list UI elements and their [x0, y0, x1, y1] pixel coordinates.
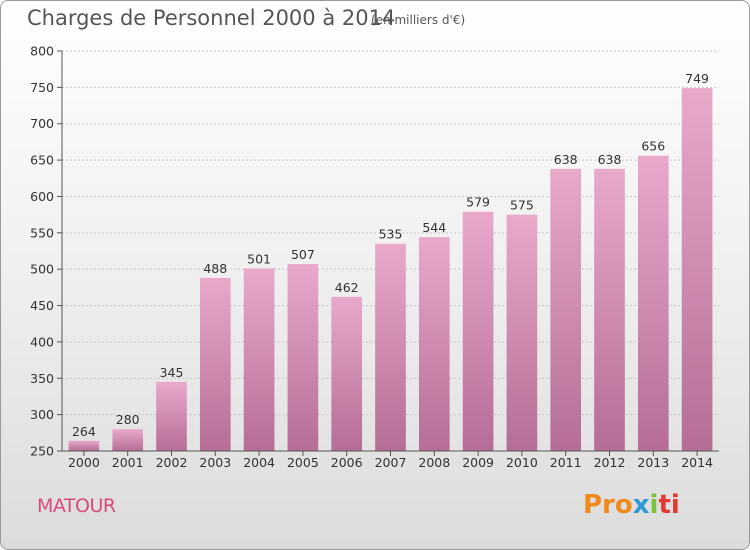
- bar: [594, 168, 625, 451]
- bar: [112, 429, 144, 451]
- data-label: 579: [466, 195, 490, 210]
- data-label: 575: [510, 198, 534, 213]
- proxiti-logo: Proxiti: [583, 490, 680, 520]
- bar: [156, 381, 187, 451]
- x-tick-label: 2014: [681, 455, 713, 470]
- x-tick-label: 2011: [550, 455, 582, 470]
- bar: [462, 211, 494, 451]
- data-label: 749: [685, 71, 709, 86]
- x-tick-label: 2009: [462, 455, 494, 470]
- y-tick-label: 300: [30, 407, 54, 422]
- data-label: 264: [72, 424, 96, 439]
- chart-subtitle: (en milliers d'€): [371, 13, 466, 27]
- y-tick-label: 250: [30, 444, 54, 459]
- x-tick-label: 2005: [287, 455, 319, 470]
- data-label: 280: [116, 412, 140, 427]
- data-label: 488: [203, 261, 227, 276]
- data-label: 638: [554, 152, 578, 167]
- data-label: 544: [422, 220, 446, 235]
- x-tick-label: 2000: [68, 455, 100, 470]
- logo-part: ti: [658, 490, 680, 520]
- logo-part: Pro: [583, 490, 633, 520]
- x-tick-label: 2006: [331, 455, 363, 470]
- data-label: 638: [598, 152, 622, 167]
- bar: [681, 88, 713, 451]
- x-tick-label: 2001: [112, 455, 144, 470]
- bar: [68, 440, 100, 451]
- commune-name: MATOUR: [37, 495, 116, 517]
- x-tick-label: 2013: [637, 455, 669, 470]
- chart-title: Charges de Personnel 2000 à 2014: [27, 6, 396, 30]
- data-label: 535: [379, 227, 403, 242]
- x-tick-label: 2007: [375, 455, 407, 470]
- y-tick-label: 700: [30, 116, 54, 131]
- y-tick-label: 400: [30, 334, 54, 349]
- data-label: 501: [247, 251, 271, 266]
- y-tick-label: 600: [30, 189, 54, 204]
- y-tick-label: 500: [30, 262, 54, 277]
- bar: [637, 155, 669, 451]
- x-tick-label: 2002: [156, 455, 188, 470]
- data-label: 345: [160, 365, 184, 380]
- x-tick-label: 2008: [418, 455, 450, 470]
- data-label: 462: [335, 280, 359, 295]
- y-tick-label: 650: [30, 153, 54, 168]
- bar: [506, 214, 538, 451]
- bar: [418, 237, 450, 451]
- bar: [550, 168, 582, 451]
- bar: [287, 264, 319, 451]
- bar: [331, 296, 363, 451]
- x-tick-label: 2003: [199, 455, 231, 470]
- y-tick-label: 750: [30, 80, 54, 95]
- y-tick-label: 550: [30, 225, 54, 240]
- logo-part: x: [632, 490, 650, 520]
- logo-part: i: [649, 490, 659, 520]
- x-tick-label: 2010: [506, 455, 538, 470]
- y-tick-label: 350: [30, 371, 54, 386]
- y-tick-label: 450: [30, 298, 54, 313]
- data-label: 656: [641, 139, 665, 154]
- bar: [199, 277, 231, 451]
- bar: [375, 243, 406, 451]
- x-tick-label: 2004: [243, 455, 275, 470]
- x-tick-label: 2012: [594, 455, 626, 470]
- data-label: 507: [291, 247, 315, 262]
- bar: [243, 268, 275, 451]
- y-tick-label: 800: [30, 44, 54, 59]
